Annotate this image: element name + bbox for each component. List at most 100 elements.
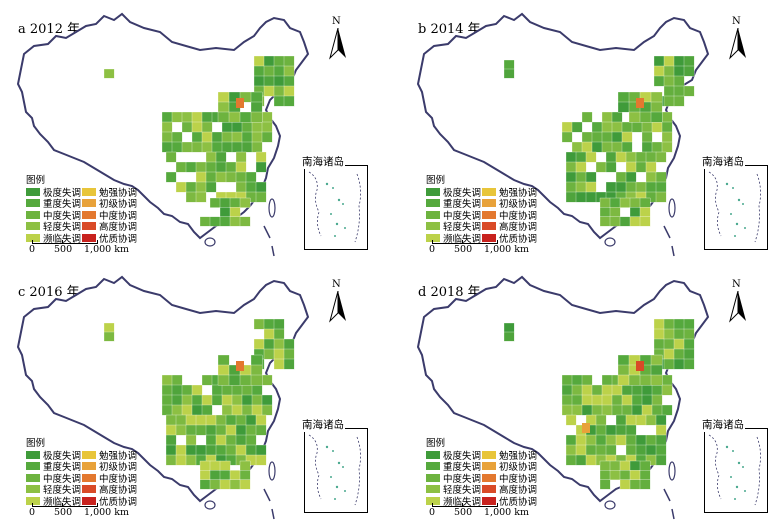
coordinated-city	[236, 361, 244, 371]
city-polygon	[629, 197, 641, 208]
city-polygon	[171, 384, 183, 396]
city-polygon	[611, 111, 623, 123]
city-polygon	[181, 394, 193, 406]
city-polygon	[683, 358, 695, 370]
legend-label: 极度失调	[43, 450, 82, 462]
legend-item: 濒临失调	[26, 495, 81, 508]
city-polygon	[205, 151, 217, 163]
city-polygon	[273, 358, 285, 370]
legend-label: 轻度失调	[43, 485, 82, 497]
city-polygon	[575, 161, 587, 173]
city-polygon	[225, 161, 237, 173]
city-polygon	[683, 55, 695, 67]
legend-label: 优质协调	[499, 233, 538, 245]
city-polygon	[655, 151, 667, 163]
city-polygon	[611, 384, 623, 396]
city-polygon	[217, 101, 230, 113]
islands-map	[708, 171, 761, 243]
city-polygon	[215, 434, 227, 446]
scale-bar: 0 500 1,000 km	[29, 503, 129, 527]
panel-title: a 2012 年	[18, 22, 81, 37]
city-polygon	[561, 404, 573, 416]
city-polygon	[611, 141, 623, 153]
city-polygon	[273, 95, 285, 107]
city-polygon	[273, 348, 285, 360]
city-polygon	[661, 374, 673, 386]
city-polygon	[191, 131, 203, 143]
legend-swatch	[26, 496, 40, 505]
city-polygon	[585, 454, 597, 466]
city-polygon	[605, 424, 617, 436]
legend-item: 轻度失调	[26, 484, 81, 496]
city-polygon	[191, 111, 203, 123]
city-polygon	[683, 338, 695, 350]
city-polygon	[581, 141, 593, 153]
city-polygon	[599, 479, 611, 490]
city-polygon	[103, 322, 115, 333]
inset-label: 南海诸岛	[301, 417, 345, 432]
city-polygon	[217, 91, 230, 103]
city-polygon	[161, 384, 173, 396]
city-polygon	[185, 414, 197, 426]
city-polygon	[228, 111, 241, 123]
city-polygon	[201, 394, 213, 406]
city-polygon	[629, 460, 641, 471]
legend-swatch	[26, 199, 40, 208]
city-polygon	[221, 141, 233, 153]
city-polygon	[683, 348, 695, 360]
city-polygon	[609, 460, 621, 471]
city-polygon	[503, 59, 515, 70]
legend-item: 重度失调	[426, 461, 481, 473]
north-arrow-icon	[729, 28, 746, 60]
legend-label: 初级协调	[499, 462, 538, 474]
city-polygon	[625, 171, 637, 183]
legend-swatch	[426, 187, 440, 196]
city-polygon	[241, 384, 253, 396]
city-polygon	[273, 328, 285, 340]
city-polygon	[565, 414, 577, 426]
city-polygon	[250, 111, 263, 123]
city-polygon	[185, 444, 197, 456]
city-polygon	[261, 131, 273, 143]
china-map	[416, 275, 710, 520]
city-polygon	[165, 414, 177, 426]
city-polygon	[641, 141, 653, 153]
north-arrow: N	[326, 279, 350, 325]
city-polygon	[655, 444, 667, 456]
city-polygon	[653, 328, 665, 340]
city-polygon	[195, 181, 207, 193]
city-polygon	[239, 111, 252, 123]
city-polygon	[619, 479, 631, 490]
city-polygon	[635, 181, 647, 193]
city-polygon	[199, 470, 211, 481]
legend-item: 中度失调	[426, 472, 481, 485]
city-polygon	[211, 141, 223, 153]
legend-item: 优质协调	[82, 495, 138, 508]
legend-title: 图例	[426, 438, 446, 449]
city-polygon	[283, 358, 295, 370]
map-panel-c: c 2016 年 N 南海诸岛 图例 极度失调重度失调中度失调轻度失调濒临失调 …	[4, 265, 384, 525]
city-polygon	[231, 141, 243, 153]
city-polygon	[651, 384, 663, 396]
city-polygon	[561, 374, 573, 386]
city-polygon	[273, 318, 285, 330]
city-polygon	[239, 470, 251, 481]
legend-item: 高度协调	[482, 221, 537, 233]
coordinated-city	[636, 361, 644, 371]
city-polygon	[231, 121, 243, 133]
city-polygon	[255, 191, 267, 203]
city-polygon	[615, 181, 627, 193]
city-polygon	[565, 191, 577, 203]
legend-label: 高度协调	[499, 222, 538, 234]
legend-swatch	[82, 233, 96, 242]
legend-item: 极度失调	[26, 186, 81, 199]
south-china-sea-inset: 南海诸岛	[301, 417, 368, 513]
city-polygon	[273, 55, 285, 67]
legend-swatch	[426, 473, 440, 482]
legend-swatch	[82, 462, 96, 471]
legend-item: 轻度失调	[426, 221, 481, 233]
city-polygon	[217, 364, 230, 376]
city-polygon	[641, 131, 653, 143]
legend-label: 优质协调	[99, 496, 138, 508]
city-polygon	[261, 374, 273, 386]
